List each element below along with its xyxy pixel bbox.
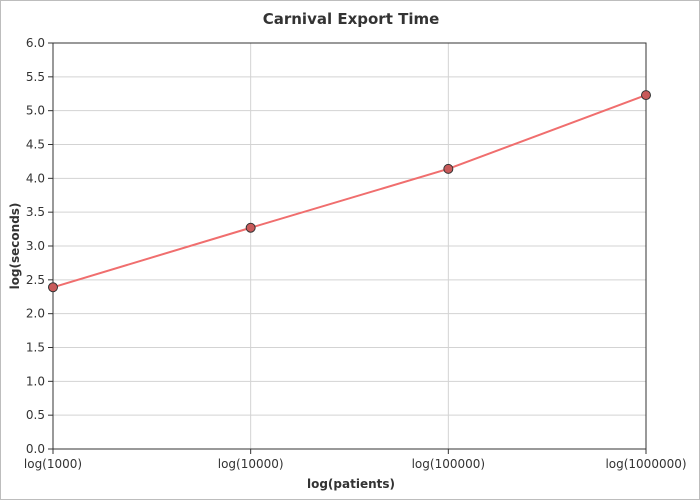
plot-area-border — [52, 42, 647, 450]
y-tick-label: 2.0 — [26, 307, 45, 321]
data-point[interactable] — [245, 222, 256, 233]
x-tick-label: log(1000) — [24, 457, 82, 471]
y-tick-label: 1.0 — [26, 374, 45, 388]
y-tick-label: 3.0 — [26, 239, 45, 253]
series-line — [52, 94, 647, 289]
y-tick-label: 6.0 — [26, 36, 45, 50]
y-tick-label: 0.5 — [26, 408, 45, 422]
grid — [52, 42, 647, 450]
data-point[interactable] — [641, 90, 651, 101]
chart-title: Carnival Export Time — [263, 10, 440, 28]
x-tick-label: log(100000) — [412, 457, 485, 471]
y-tick-label: 2.5 — [26, 273, 45, 287]
y-tick-label: 5.5 — [26, 70, 45, 84]
y-tick-label: 1.5 — [26, 341, 45, 355]
y-tick-label: 3.5 — [26, 205, 45, 219]
x-tick-label: log(10000) — [218, 457, 284, 471]
x-tick-label: log(1000000) — [605, 457, 686, 471]
data-point[interactable] — [443, 163, 454, 174]
axes — [48, 42, 647, 454]
series — [48, 90, 651, 293]
y-tick-label: 4.5 — [26, 138, 45, 152]
y-axis-ticks: 0.0 0.5 1.0 1.5 2.0 2.5 3.0 3.5 4.0 4.5 5.0 5.5 6.0 — [26, 36, 45, 456]
x-axis-title: log(patients) — [307, 477, 395, 491]
y-tick-label: 5.0 — [26, 104, 45, 118]
y-tick-label: 4.0 — [26, 171, 45, 185]
data-point[interactable] — [48, 282, 58, 293]
y-tick-label: 0.0 — [26, 442, 45, 456]
y-axis-title: log(seconds) — [8, 203, 22, 290]
x-axis-ticks: log(1000) log(10000) log(100000) log(100000… — [24, 457, 687, 471]
